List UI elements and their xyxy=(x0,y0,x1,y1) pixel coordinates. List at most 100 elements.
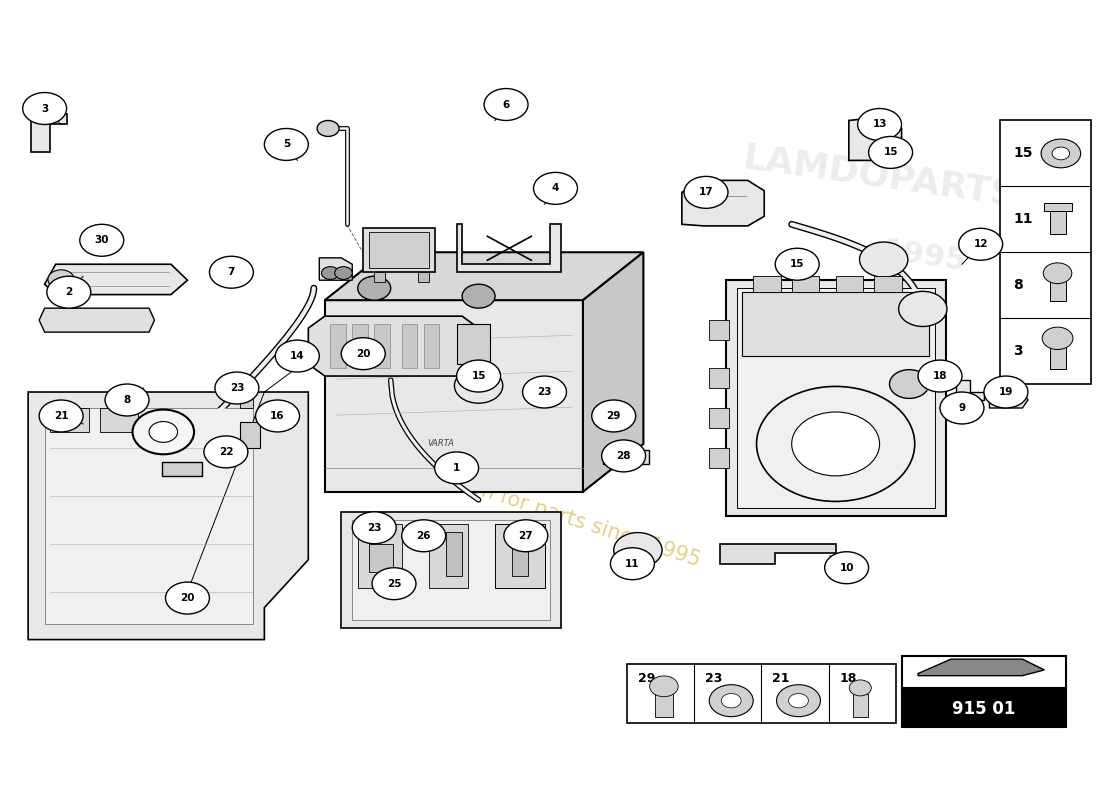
Circle shape xyxy=(80,224,123,256)
Circle shape xyxy=(317,121,339,137)
Text: 23: 23 xyxy=(230,383,244,393)
Circle shape xyxy=(1041,139,1080,168)
Polygon shape xyxy=(918,659,1044,676)
Bar xyxy=(352,520,550,620)
Bar xyxy=(429,524,468,588)
Bar xyxy=(754,276,781,292)
Circle shape xyxy=(334,266,352,279)
Polygon shape xyxy=(308,316,478,376)
Circle shape xyxy=(352,512,396,544)
Polygon shape xyxy=(324,300,583,492)
Circle shape xyxy=(825,552,869,584)
Bar xyxy=(402,324,417,368)
Circle shape xyxy=(23,93,67,125)
Bar xyxy=(330,324,345,368)
Text: 7: 7 xyxy=(228,267,235,278)
Text: 23: 23 xyxy=(537,387,552,397)
Text: 28: 28 xyxy=(616,451,631,461)
Circle shape xyxy=(264,129,308,161)
Bar xyxy=(656,693,673,717)
Text: 15: 15 xyxy=(471,371,486,381)
Bar xyxy=(45,408,253,624)
Bar xyxy=(418,272,429,282)
Text: 1: 1 xyxy=(453,463,460,473)
Bar xyxy=(836,276,864,292)
Text: 8: 8 xyxy=(123,395,131,405)
Text: VARTA: VARTA xyxy=(428,439,454,449)
Polygon shape xyxy=(341,512,561,628)
Bar xyxy=(368,232,429,268)
Bar xyxy=(1000,121,1090,384)
Bar xyxy=(374,324,389,368)
Bar xyxy=(51,408,89,432)
Polygon shape xyxy=(162,462,201,476)
Circle shape xyxy=(484,89,528,121)
Text: 11: 11 xyxy=(1013,212,1033,226)
Circle shape xyxy=(454,368,503,403)
Bar xyxy=(710,368,729,388)
Circle shape xyxy=(434,452,478,484)
Text: 3: 3 xyxy=(41,103,48,114)
Text: 23: 23 xyxy=(367,522,382,533)
Text: 20: 20 xyxy=(356,349,371,358)
Bar xyxy=(874,276,902,292)
Circle shape xyxy=(789,694,808,708)
Circle shape xyxy=(275,340,319,372)
Text: 16: 16 xyxy=(271,411,285,421)
Bar xyxy=(603,450,649,464)
Circle shape xyxy=(255,400,299,432)
Text: 22: 22 xyxy=(219,447,233,457)
Bar xyxy=(710,320,729,340)
Polygon shape xyxy=(957,380,984,400)
Polygon shape xyxy=(989,390,1027,408)
Text: 14: 14 xyxy=(290,351,305,361)
Bar xyxy=(512,532,528,576)
Circle shape xyxy=(757,386,915,502)
Circle shape xyxy=(722,694,741,708)
Polygon shape xyxy=(456,224,561,272)
Bar xyxy=(1049,270,1066,301)
Text: 10: 10 xyxy=(839,562,854,573)
Text: 29: 29 xyxy=(638,672,656,685)
Polygon shape xyxy=(720,544,836,564)
Bar xyxy=(627,663,896,723)
Bar xyxy=(1049,205,1066,234)
Circle shape xyxy=(849,680,871,696)
Circle shape xyxy=(534,172,578,204)
Polygon shape xyxy=(726,280,946,516)
Polygon shape xyxy=(583,252,643,492)
Circle shape xyxy=(522,376,566,408)
Bar xyxy=(792,276,820,292)
Bar xyxy=(100,408,138,432)
Text: 11: 11 xyxy=(625,558,639,569)
Text: 915 01: 915 01 xyxy=(953,700,1015,718)
Bar xyxy=(424,324,439,368)
Circle shape xyxy=(899,291,947,326)
Polygon shape xyxy=(319,258,352,280)
Text: LAMDOPARTS: LAMDOPARTS xyxy=(740,140,1019,213)
Circle shape xyxy=(610,548,654,580)
Circle shape xyxy=(684,176,728,208)
Bar xyxy=(446,532,462,576)
Bar xyxy=(368,544,393,572)
Circle shape xyxy=(859,242,908,277)
Polygon shape xyxy=(29,392,308,639)
Circle shape xyxy=(358,276,390,300)
Bar xyxy=(742,292,929,356)
Text: 21: 21 xyxy=(54,411,68,421)
Bar xyxy=(710,408,729,428)
Circle shape xyxy=(106,384,148,416)
Bar xyxy=(902,655,1066,688)
Text: 18: 18 xyxy=(839,672,857,685)
Circle shape xyxy=(984,376,1027,408)
Text: 20: 20 xyxy=(180,593,195,603)
Polygon shape xyxy=(682,180,764,226)
Circle shape xyxy=(504,520,548,552)
Text: a passion for parts since 1995: a passion for parts since 1995 xyxy=(397,454,703,570)
Circle shape xyxy=(204,436,248,468)
Text: 30: 30 xyxy=(95,235,109,246)
Circle shape xyxy=(41,114,56,125)
Bar xyxy=(737,288,935,508)
Circle shape xyxy=(148,422,177,442)
Text: 13: 13 xyxy=(872,119,887,130)
